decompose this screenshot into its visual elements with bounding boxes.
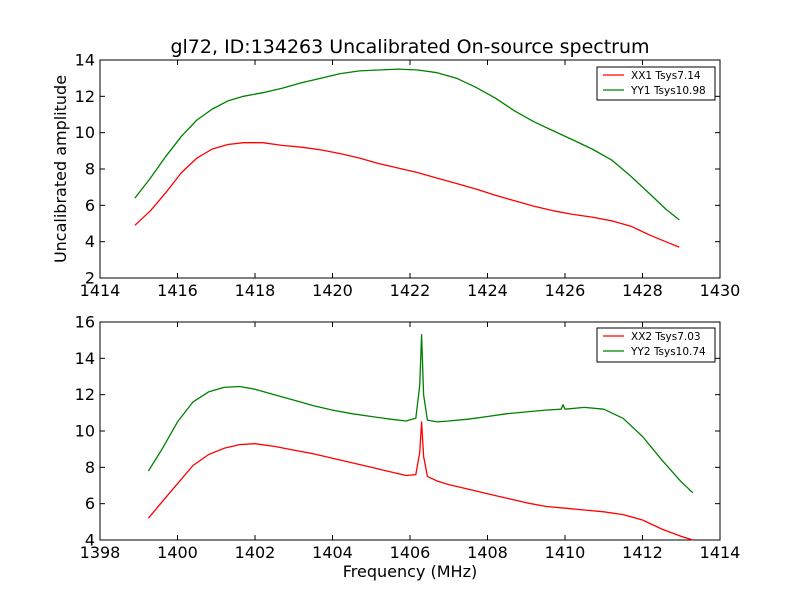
p1-x-tick-label: 1424 (467, 281, 508, 300)
p2-series-line-xx2 (147, 421, 694, 541)
p2-y-tick-label: 16 (75, 313, 95, 332)
p1-x-tick-label: 1414 (80, 281, 121, 300)
p1-y-tick-label: 8 (85, 160, 95, 179)
p1-x-tick-label: 1426 (545, 281, 586, 300)
p2-x-tick-label: 1398 (80, 543, 121, 562)
p2-x-tick-label: 1400 (157, 543, 198, 562)
p1-x-tick-label: 1428 (622, 281, 663, 300)
p2-x-tick-label: 1412 (622, 543, 663, 562)
top-spectrum-panel: 1414 1416 1418 1420 1422 1424 1426 1428 1430 2 4 6 8… (75, 51, 741, 301)
p1-y-tick-label: 12 (75, 87, 95, 106)
p1-y-tick-label: 14 (75, 51, 95, 70)
chart-title: gl72, ID:134263 Uncalibrated On-source s… (170, 36, 649, 58)
p1-legend-label: YY1 Tsys10.98 (630, 85, 706, 97)
p2-legend-label: YY2 Tsys10.74 (630, 346, 706, 358)
x-axis-label: Frequency (MHz) (343, 562, 477, 581)
p2-y-tick-label: 8 (85, 458, 95, 477)
p1-x-tick-label: 1418 (235, 281, 276, 300)
p2-x-tick-label: 1402 (235, 543, 276, 562)
p1-x-tick-label: 1416 (157, 281, 198, 300)
p2-x-tick-label: 1406 (390, 543, 431, 562)
p1-x-tick-label: 1422 (390, 281, 431, 300)
p1-y-tick-label: 2 (85, 269, 95, 288)
p2-x-tick-label: 1410 (545, 543, 586, 562)
p1-series-line-yy1 (134, 68, 680, 221)
p2-x-tick-label: 1408 (467, 543, 508, 562)
p2-y-tick-label: 14 (75, 349, 95, 368)
p1-x-tick-label: 1430 (700, 281, 741, 300)
p2-legend-label: XX2 Tsys7.03 (631, 331, 701, 343)
bottom-spectrum-panel: 1398 1400 1402 1404 1406 1408 1410 1412 14144681… (75, 313, 741, 563)
p2-y-tick-label: 4 (85, 531, 95, 550)
p1-legend-box (596, 66, 716, 101)
p1-series-line-xx1 (134, 142, 680, 248)
p2-y-tick-label: 10 (75, 422, 95, 441)
p1-y-tick-label: 6 (85, 196, 95, 215)
p1-y-tick-label: 10 (75, 123, 95, 142)
p2-y-tick-label: 12 (75, 385, 95, 404)
p1-y-tick-label: 4 (85, 232, 95, 251)
p2-series-line-yy2 (147, 334, 694, 494)
p1-x-tick-label: 1420 (312, 281, 353, 300)
p2-y-tick-label: 6 (85, 494, 95, 513)
p2-x-tick-label: 1414 (700, 543, 741, 562)
p2-x-tick-label: 1404 (312, 543, 353, 562)
p2-legend-box (596, 327, 716, 363)
y-axis-label: Uncalibrated amplitude (51, 75, 70, 263)
p1-legend-label: XX1 Tsys7.14 (631, 70, 701, 82)
